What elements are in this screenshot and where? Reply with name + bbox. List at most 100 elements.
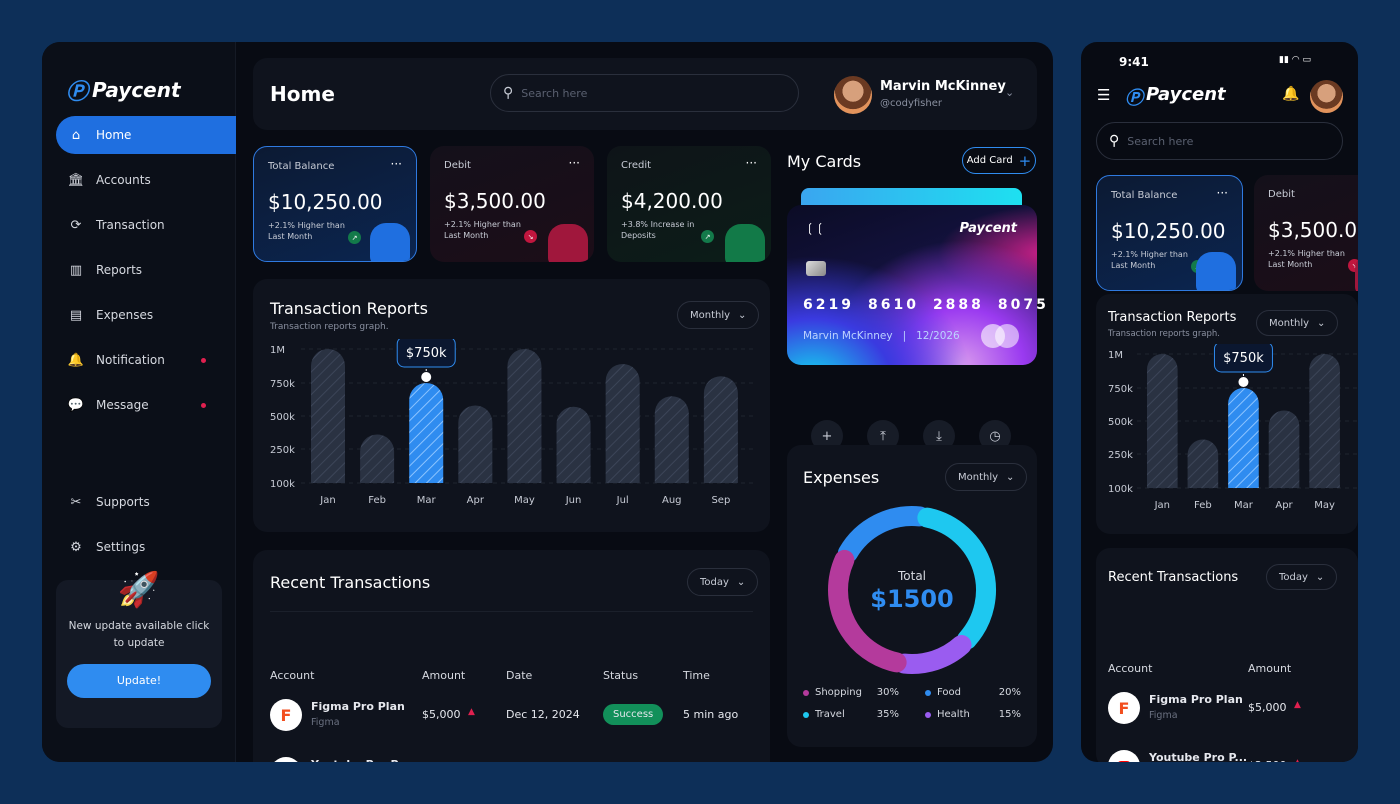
youtube-logo-icon: ▶ (270, 757, 302, 762)
more-icon[interactable]: ··· (390, 157, 402, 171)
status-time: 9:41 (1119, 55, 1149, 69)
sidebar-item-supports[interactable]: ✂ Supports (56, 483, 236, 521)
chevron-down-icon[interactable]: ⌄ (1005, 86, 1015, 99)
transactions-period-select[interactable]: Today ⌄ (1266, 564, 1338, 590)
column-header-amount[interactable]: Amount (1248, 662, 1292, 675)
transaction-reports-card: Transaction Reports Transaction reports … (1096, 294, 1358, 534)
table-row[interactable]: F Figma Pro Plan Figma $5,000 ▲ (1096, 692, 1358, 750)
sidebar-item-transaction[interactable]: ⟳ Transaction (56, 206, 236, 244)
y-tick-label: 1M (270, 345, 285, 356)
update-text: New update available click to update (68, 620, 210, 649)
bell-icon[interactable]: 🔔 (1282, 86, 1300, 102)
legend-dot (925, 711, 931, 718)
sidebar: Ⓟ Paycent ⌂ Home 🏛 Accounts ⟳ Transaction ▥ Repo… (42, 42, 236, 762)
legend-shopping: Shopping 30% (803, 687, 899, 698)
refresh-icon: ⟳ (70, 217, 82, 233)
credit-card[interactable]: ❲❲ Paycent 6219 8610 2888 8075 Marvin McKin… (787, 205, 1046, 365)
bar-jun (556, 406, 591, 483)
bar-mar (1228, 388, 1259, 488)
avatar[interactable] (1310, 80, 1343, 113)
menu-icon[interactable]: ☰ (1097, 86, 1111, 104)
chevron-down-icon: ⌄ (1315, 571, 1325, 583)
more-icon[interactable]: ··· (745, 156, 757, 170)
update-button[interactable]: Update! (67, 664, 211, 698)
table-row[interactable]: F Figma Pro Plan Figma $5,000 ▲ Dec 12, 2… (253, 699, 770, 757)
bar-chart: 1M 750k 500k 250k 100k Jan Feb Mar Apr May Jun Jul A… (270, 339, 753, 506)
balance-card-total-balance[interactable]: Total Balance ··· $10,250.00 +2.1% Higher … (253, 146, 417, 262)
expenses-period-select[interactable]: Monthly ⌄ (945, 463, 1028, 491)
y-tick-label: 250k (270, 445, 295, 456)
bar-jan (311, 349, 345, 483)
legend-dot (925, 689, 931, 696)
table-row[interactable]: ▶ Youtube Pro P... Youtube $2,500 ▲Dec 1… (253, 757, 770, 762)
arrow-up-icon: ▲ (1294, 758, 1301, 762)
legend-travel: Travel 35% (803, 709, 899, 720)
column-header-time[interactable]: Time (683, 669, 710, 682)
trend-down-icon: ↘ (1348, 259, 1358, 272)
bar-feb (360, 434, 395, 483)
contactless-icon: ❲❲ (805, 221, 826, 235)
bar-jan (1147, 354, 1178, 488)
more-icon[interactable]: ··· (1216, 186, 1228, 200)
more-icon[interactable]: ··· (568, 156, 580, 170)
balance-card-credit[interactable]: Credit ··· $4,200.00 +3.8% Increase in Dep… (607, 146, 771, 262)
chart-icon: ▥ (69, 262, 83, 278)
figma-logo-icon: F (270, 699, 302, 731)
x-tick-label: Sep (711, 495, 730, 506)
x-tick-label: Apr (467, 495, 485, 506)
desktop-dashboard: Ⓟ Paycent ⌂ Home 🏛 Accounts ⟳ Transaction ▥ Repo… (42, 42, 1053, 762)
balance-card-debit[interactable]: Debit··· $3,500.00+2.1% Higher than Last… (430, 146, 594, 262)
sidebar-item-home[interactable]: ⌂ Home (56, 116, 236, 154)
sidebar-item-notification[interactable]: 🔔 Notification (56, 341, 236, 379)
column-header-account[interactable]: Account (270, 669, 315, 682)
column-header-status[interactable]: Status (603, 669, 639, 682)
search-input[interactable]: ⚲ Search here (1096, 122, 1343, 160)
column-header-amount[interactable]: Amount (422, 669, 466, 682)
bar-feb (1187, 439, 1219, 488)
chevron-down-icon: ⌄ (738, 309, 747, 321)
avatar[interactable] (834, 76, 872, 114)
chevron-down-icon: ⌄ (1317, 317, 1326, 329)
balance-card-debit[interactable]: Debit··· $3,500.00+2.1% Higher than Last… (1254, 175, 1358, 291)
donut-segment-health (894, 634, 972, 674)
report-period-select[interactable]: Monthly ⌄ (1256, 310, 1339, 336)
money-bag-icon (1196, 252, 1236, 290)
report-period-select[interactable]: Monthly ⌄ (677, 301, 760, 329)
unread-dot (201, 357, 206, 363)
update-card: 🚀 New update available click to update U… (56, 570, 222, 728)
balance-card-total-balance[interactable]: Total Balance ··· $10,250.00 +2.1% Higher … (1096, 175, 1243, 291)
bar-may (507, 349, 542, 483)
y-tick-label: 1M (1108, 350, 1123, 361)
add-card-button[interactable]: Add Card + (962, 147, 1036, 174)
my-cards-title: My Cards (787, 152, 862, 171)
transactions-title: Recent Transactions (270, 573, 431, 592)
column-header-account[interactable]: Account (1108, 662, 1153, 675)
donut-segment-shopping (828, 549, 907, 673)
sidebar-item-expenses[interactable]: ▤ Expenses (69, 307, 154, 323)
expenses-total-label: Total (897, 569, 927, 583)
logo-icon: Ⓟ (66, 80, 89, 105)
chat-icon: 💬 (67, 397, 85, 413)
sidebar-item-reports[interactable]: ▥ Reports (69, 262, 143, 278)
x-tick-label: Feb (1194, 500, 1212, 511)
x-tick-label: Feb (368, 495, 386, 506)
y-tick-label: 250k (1108, 450, 1133, 461)
sidebar-item-message[interactable]: 💬 Message (56, 386, 236, 424)
sidebar-item-accounts[interactable]: 🏛 Accounts (67, 172, 151, 188)
y-tick-label: 100k (1108, 484, 1133, 495)
x-tick-label: Mar (1234, 500, 1254, 511)
legend-dot (803, 689, 809, 696)
report-subtitle: Transaction reports graph. (270, 322, 389, 332)
arrow-up-icon: ▲ (468, 707, 475, 717)
money-bag-icon (370, 223, 410, 261)
card-brand-logo: Paycent (959, 221, 1017, 236)
sidebar-item-settings[interactable]: ⚙ Settings (56, 528, 236, 566)
table-row[interactable]: ▶ Youtube Pro P... Youtube $2,500 ▲ (1096, 750, 1358, 762)
rocket-icon: 🚀 (117, 570, 161, 610)
tools-icon: ✂ (70, 494, 82, 510)
column-header-date[interactable]: Date (506, 669, 533, 682)
transactions-period-select[interactable]: Today ⌄ (687, 568, 759, 596)
search-input[interactable]: ⚲ Search here (490, 74, 799, 112)
user-name: Marvin McKinney (880, 79, 1006, 94)
tooltip (396, 339, 456, 368)
